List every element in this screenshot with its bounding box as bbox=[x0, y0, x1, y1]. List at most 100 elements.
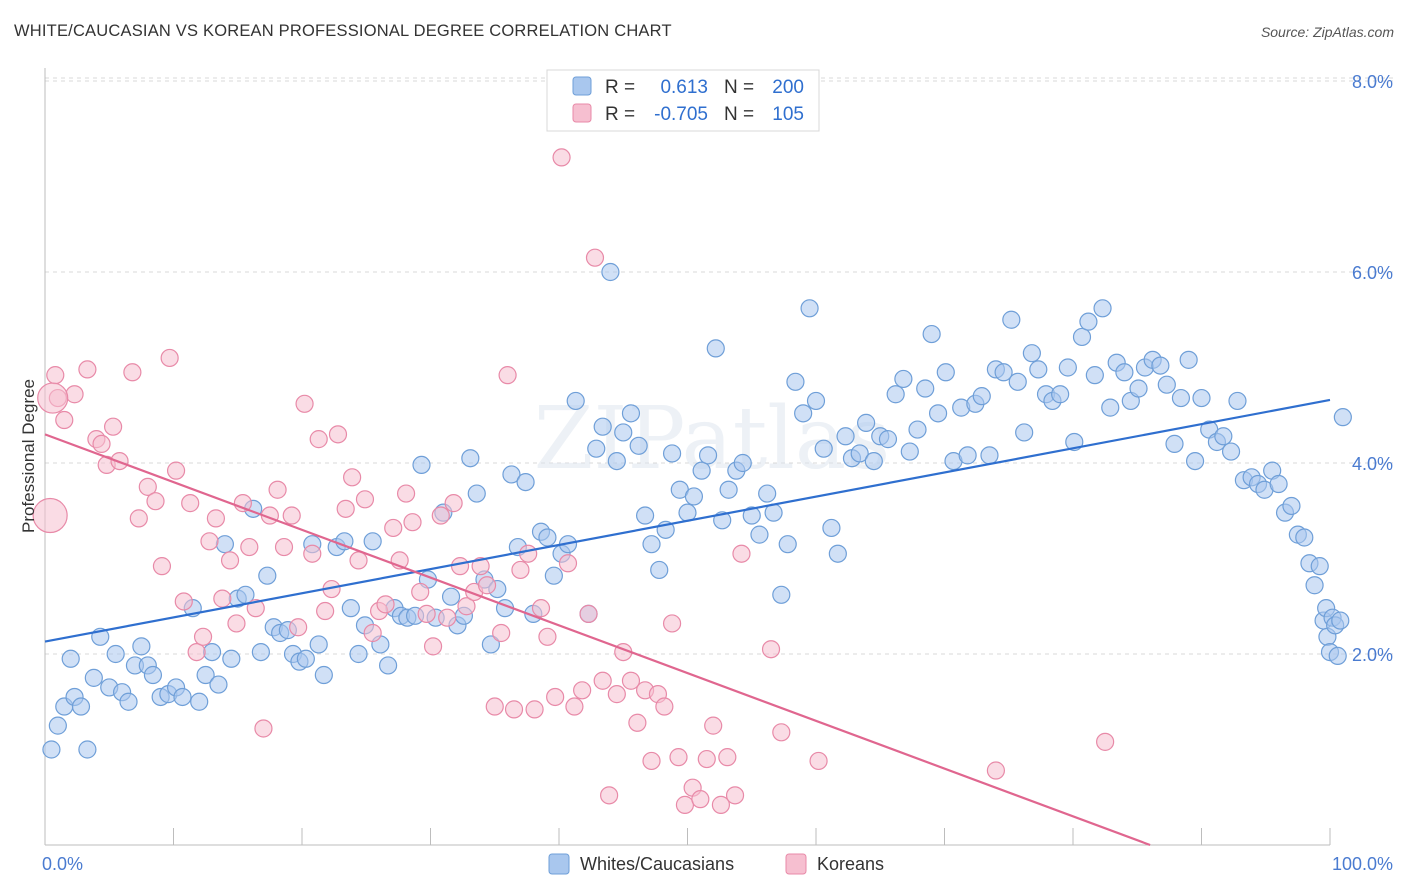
whites-point bbox=[800, 299, 819, 318]
koreans-point bbox=[697, 749, 716, 769]
watermark: ZIPatlas bbox=[534, 389, 890, 489]
koreans-point bbox=[986, 761, 1006, 780]
whites-point bbox=[461, 449, 480, 468]
koreans-point bbox=[718, 748, 737, 767]
koreans-point bbox=[174, 592, 193, 611]
koreans-point bbox=[146, 492, 165, 511]
whites-point bbox=[1015, 423, 1034, 442]
whites-point bbox=[1192, 388, 1211, 408]
whites-point bbox=[864, 451, 883, 471]
whites-point bbox=[706, 339, 725, 358]
whites-point bbox=[202, 642, 222, 662]
whites-point bbox=[629, 436, 648, 455]
koreans-point bbox=[504, 700, 524, 719]
whites-point bbox=[886, 385, 905, 404]
koreans-point bbox=[152, 557, 172, 576]
whites-point bbox=[309, 635, 328, 654]
koreans-point bbox=[471, 557, 490, 576]
koreans-point bbox=[123, 363, 142, 382]
koreans-point bbox=[565, 697, 584, 716]
legend-r-value-2: -0.705 bbox=[654, 104, 708, 125]
whites-point bbox=[857, 413, 876, 432]
koreans-point bbox=[669, 748, 688, 767]
koreans-point bbox=[274, 537, 294, 557]
whites-point bbox=[662, 444, 682, 463]
whites-point bbox=[190, 692, 209, 711]
koreans-point bbox=[396, 484, 416, 503]
whites-point bbox=[1085, 366, 1104, 385]
koreans-trend-line bbox=[44, 433, 1151, 847]
whites-point bbox=[587, 439, 606, 458]
koreans-point bbox=[511, 560, 530, 580]
whites-point bbox=[296, 649, 315, 668]
whites-point bbox=[544, 566, 563, 585]
y-tick-label: 6.0% bbox=[1352, 263, 1393, 283]
koreans-point bbox=[282, 506, 301, 525]
whites-point bbox=[1051, 385, 1070, 404]
legend-n-label-2: N = bbox=[724, 104, 754, 125]
whites-point bbox=[601, 262, 620, 282]
koreans-point bbox=[65, 385, 84, 404]
whites-point bbox=[71, 697, 91, 716]
koreans-point bbox=[761, 640, 781, 659]
whites-point bbox=[1058, 358, 1077, 377]
whites-point bbox=[794, 404, 813, 423]
whites-point bbox=[621, 404, 641, 423]
legend-swatch-pink bbox=[572, 103, 592, 123]
koreans-point bbox=[309, 430, 328, 449]
whites-point bbox=[378, 656, 398, 675]
koreans-point bbox=[732, 544, 751, 563]
whites-point bbox=[850, 444, 869, 463]
whites-point bbox=[1310, 557, 1329, 576]
y-tick-label: 8.0% bbox=[1352, 72, 1393, 92]
whites-point bbox=[1228, 391, 1247, 411]
whites-point bbox=[614, 423, 633, 442]
koreans-point bbox=[477, 576, 497, 595]
whites-point bbox=[828, 544, 847, 563]
chart-title: WHITE/CAUCASIAN VS KOREAN PROFESSIONAL D… bbox=[14, 22, 672, 40]
whites-point bbox=[502, 465, 521, 484]
whites-point bbox=[1157, 375, 1176, 394]
whites-point bbox=[1333, 408, 1352, 427]
koreans-point bbox=[200, 532, 219, 551]
whites-point bbox=[1179, 350, 1198, 369]
series-legend-label-koreans: Koreans bbox=[817, 854, 884, 874]
legend-r-value-1: 0.613 bbox=[660, 77, 708, 98]
koreans-point bbox=[37, 382, 69, 414]
koreans-point bbox=[655, 697, 674, 716]
stats-legend-box bbox=[546, 69, 820, 132]
whites-point bbox=[481, 635, 500, 654]
koreans-point bbox=[711, 795, 731, 814]
koreans-point bbox=[607, 685, 626, 704]
whites-point bbox=[209, 675, 228, 694]
whites-point bbox=[1165, 434, 1184, 453]
koreans-point bbox=[268, 480, 287, 499]
whites-point bbox=[106, 644, 125, 664]
koreans-point bbox=[809, 751, 828, 771]
koreans-point bbox=[193, 627, 213, 646]
chart-source: Source: ZipAtlas.com bbox=[1260, 24, 1394, 40]
whites-point bbox=[119, 692, 138, 711]
koreans-point bbox=[295, 394, 314, 413]
whites-point bbox=[642, 535, 661, 554]
koreans-point bbox=[384, 518, 403, 538]
koreans-point bbox=[240, 537, 259, 557]
series-koreans-points bbox=[32, 148, 1115, 814]
whites-point bbox=[1151, 356, 1170, 375]
whites-point bbox=[994, 363, 1013, 382]
whites-point bbox=[467, 484, 486, 503]
whites-point bbox=[733, 453, 752, 473]
whites-point bbox=[349, 644, 368, 664]
koreans-point bbox=[772, 723, 791, 742]
koreans-point bbox=[166, 461, 186, 480]
y-tick-label: 2.0% bbox=[1352, 645, 1393, 665]
whites-point bbox=[1328, 646, 1347, 666]
series-legend-swatch-koreans bbox=[785, 853, 807, 875]
whites-point bbox=[1295, 528, 1314, 547]
whites-point bbox=[412, 455, 431, 475]
whites-point bbox=[1221, 442, 1241, 461]
koreans-point bbox=[160, 348, 179, 368]
whites-point bbox=[516, 473, 535, 492]
koreans-point bbox=[585, 248, 605, 267]
